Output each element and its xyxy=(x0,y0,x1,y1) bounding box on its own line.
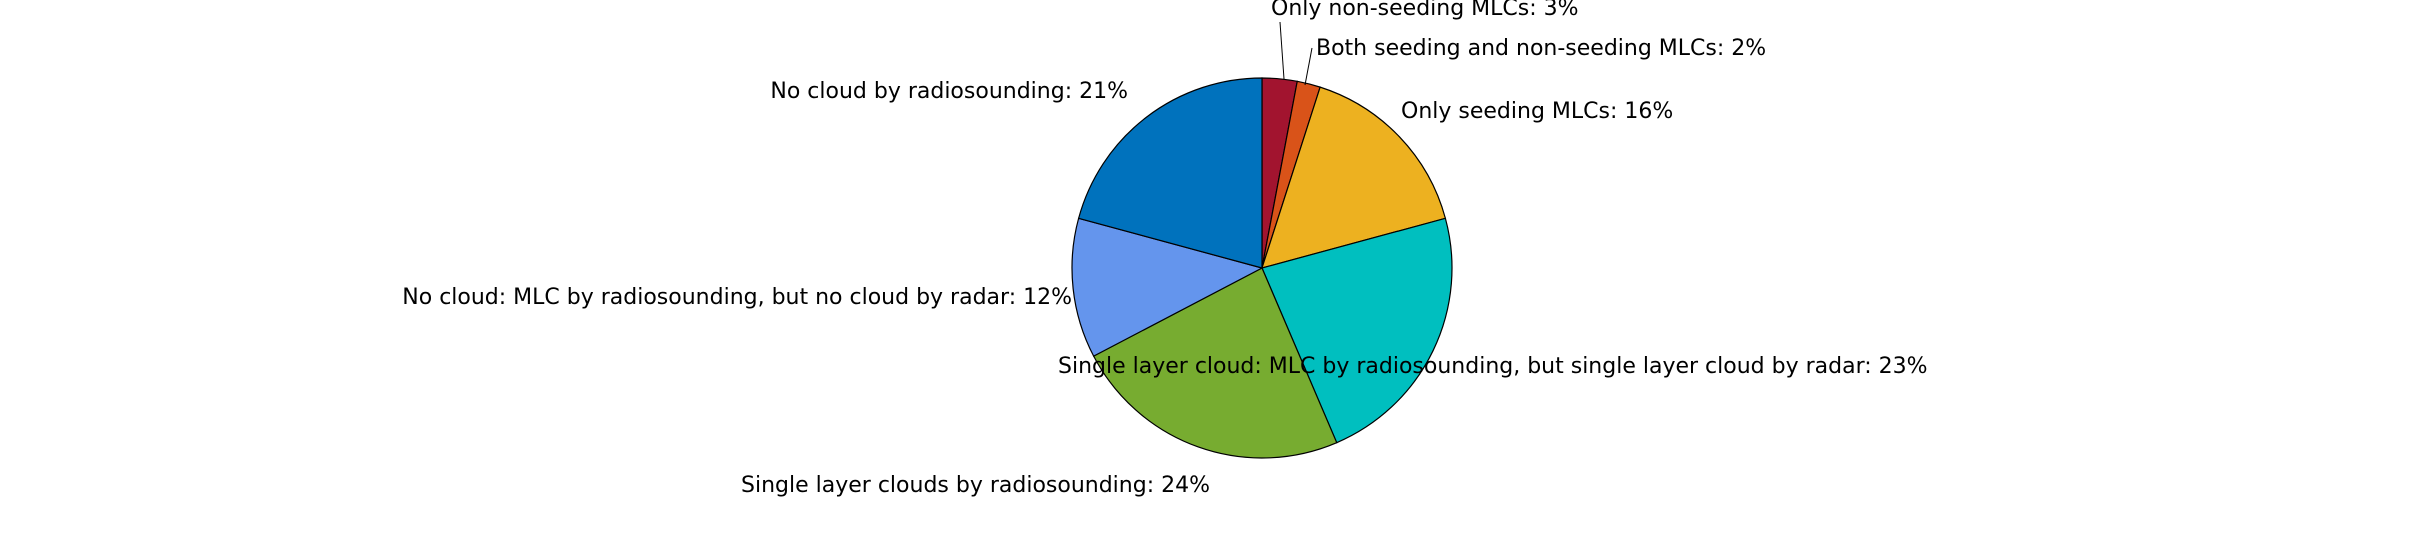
slice-label-only-seeding: Only seeding MLCs: 16% xyxy=(1401,99,1673,124)
slice-label-only-non-seeding: Only non-seeding MLCs: 3% xyxy=(1271,0,1579,21)
slice-labels: Only non-seeding MLCs: 3% Both seeding a… xyxy=(402,0,1927,498)
slice-label-both-seeding-and-non-seeding: Both seeding and non-seeding MLCs: 2% xyxy=(1316,36,1766,61)
pie-slices xyxy=(1071,77,1453,459)
slice-no-cloud-by-radar xyxy=(1071,217,1264,357)
leader-lines xyxy=(1279,21,1313,86)
leader-line-both-seeding-and-non-seeding xyxy=(1304,47,1313,86)
slice-single-layer-by-radiosounding xyxy=(1092,267,1338,459)
slice-single-layer-by-radar xyxy=(1261,217,1453,444)
slice-only-seeding xyxy=(1261,86,1447,269)
slice-label-no-cloud-by-radiosounding: No cloud by radiosounding: 21% xyxy=(770,79,1128,104)
slice-no-cloud-by-radiosounding xyxy=(1077,77,1263,269)
slice-label-single-layer-by-radiosounding: Single layer clouds by radiosounding: 24… xyxy=(741,473,1210,498)
slice-label-no-cloud-by-radar: No cloud: MLC by radiosounding, but no c… xyxy=(402,285,1072,310)
leader-line-only-non-seeding xyxy=(1279,21,1285,80)
slice-label-single-layer-by-radar: Single layer cloud: MLC by radiosounding… xyxy=(1058,354,1928,379)
